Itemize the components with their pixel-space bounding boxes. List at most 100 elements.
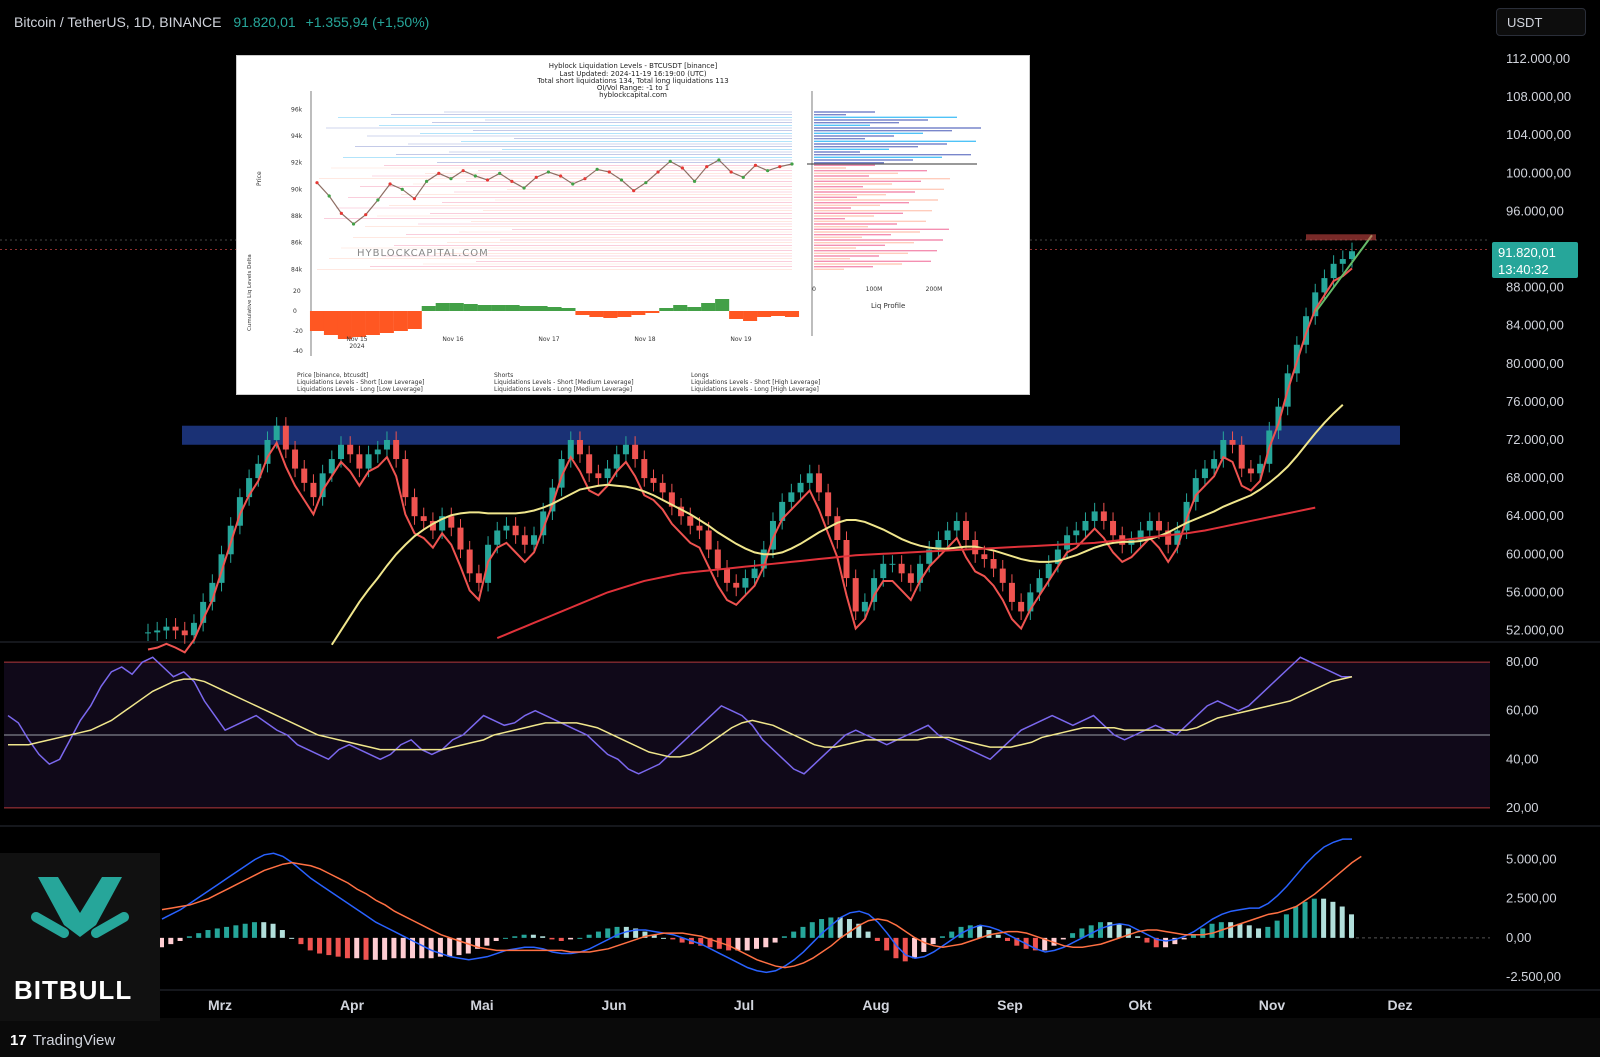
macd-histogram-bar [1144,937,1150,943]
inset-y-label: Price [256,171,263,186]
inset-price-marker [717,158,721,162]
price-tag-value: 91.820,01 [1498,245,1556,260]
rsi-ma-line [8,675,1353,758]
candle-body [356,454,363,469]
inset-price-marker [546,170,551,174]
inset-price-marker [327,194,331,198]
macd-histogram-bar [335,937,341,957]
macd-histogram-bar [1107,922,1113,938]
macd-histogram-bar [1265,926,1271,938]
inset-price-marker [753,163,758,167]
price-axis-tick: 56.000,00 [1506,584,1564,599]
symbol-name[interactable]: Bitcoin / TetherUS, 1D, BINANCE [14,14,222,30]
currency-button[interactable]: USDT [1496,8,1586,36]
inset-price-marker [364,213,368,217]
macd-histogram-bar [614,926,620,938]
macd-histogram-bar [670,937,676,940]
price-axis-tick: 96.000,00 [1506,203,1564,218]
candle-body [374,449,381,455]
candle-body [907,573,914,583]
candle-body [246,478,253,498]
inset-title: Hyblock Liquidation Levels - BTCUSDT [bi… [548,62,718,70]
macd-histogram-bar [902,937,908,962]
inset-y-tick: 92k [291,160,303,167]
candle-body [935,540,942,550]
candle-body [1330,263,1337,279]
candle-body [402,459,409,498]
inset-x-tick: Nov 18 [634,336,655,343]
macd-histogram-bar [233,925,239,938]
candle-body [668,492,675,507]
inset-delta-bar [533,306,548,311]
candle-body [962,520,969,540]
macd-histogram-bar [251,922,257,938]
inset-price-marker [522,186,526,190]
time-axis-label: Aug [862,997,889,1013]
inset-subtitle-1: Last Updated: 2024-11-19 16:19:00 (UTC) [559,70,707,78]
candle-body [512,525,519,536]
candle-body [292,449,299,469]
macd-histogram-bar [1209,923,1215,938]
candle-body [1275,406,1282,431]
price-axis-tick: 64.000,00 [1506,508,1564,523]
macd-histogram-bar [1163,937,1169,948]
macd-histogram-bar [568,937,574,940]
macd-histogram-bar [1181,937,1187,940]
ma200-line [496,506,1316,640]
macd-histogram-bar [493,937,499,941]
macd-histogram-bar [177,937,183,941]
inset-delta-bar [659,308,674,311]
macd-histogram-bar [763,937,769,948]
macd-histogram-bar [354,937,360,959]
inset-subtitle-3: OI/Vol Range: -1 to 1 [596,84,670,92]
candle-body [1339,259,1346,264]
inset-price-marker [339,211,343,215]
macd-histogram-bar [856,923,862,938]
macd-histogram-bar [1228,922,1234,938]
inset-price-marker [632,189,636,193]
macd-histogram-bar [698,937,704,946]
inset-delta-bar [770,311,786,316]
candle-body [558,459,565,488]
tradingview-footer[interactable]: 17 TradingView [10,1032,115,1049]
candle-body [1238,444,1245,469]
inset-delta-bar [784,311,800,317]
candle-body [1183,501,1190,531]
macd-histogram-bar [577,937,583,939]
macd-histogram-bar [995,934,1001,938]
candle-body [815,473,822,493]
inset-subtitle-4: hyblockcapital.com [599,91,667,99]
macd-histogram-bar [1135,936,1141,938]
macd-histogram-bar [958,926,964,938]
macd-histogram-bar [1172,937,1178,945]
inset-price-marker [534,175,538,179]
inset-price-marker [498,171,502,175]
macd-histogram-bar [772,937,778,943]
inset-delta-bar [603,311,618,318]
price-axis-tick: 112.000,00 [1506,51,1570,66]
macd-histogram-bar [382,937,388,960]
macd-histogram-bar [967,925,973,938]
inset-delta-bar [547,307,562,311]
current-price-tag: 91.820,01 13:40:32 [1492,242,1578,278]
candle-body [724,568,731,583]
candle-body [1064,535,1071,550]
candle-body [1110,520,1117,536]
candle-body [1018,601,1025,612]
candle-body [613,454,620,469]
candle-body [622,444,629,455]
macd-histogram-bar [846,919,852,938]
candle-body [347,444,354,455]
candle-body [531,535,538,545]
candle-body [788,492,795,502]
inset-x-tick: Nov 15 [346,336,367,343]
candle-body [806,473,813,483]
candle-body [1082,520,1089,531]
candle-body [190,622,197,636]
macd-histogram-bar [921,937,927,952]
candle-body [319,473,326,498]
macd-histogram-bar [633,928,639,938]
candle-body [503,525,510,531]
macd-histogram-bar [1079,928,1085,938]
